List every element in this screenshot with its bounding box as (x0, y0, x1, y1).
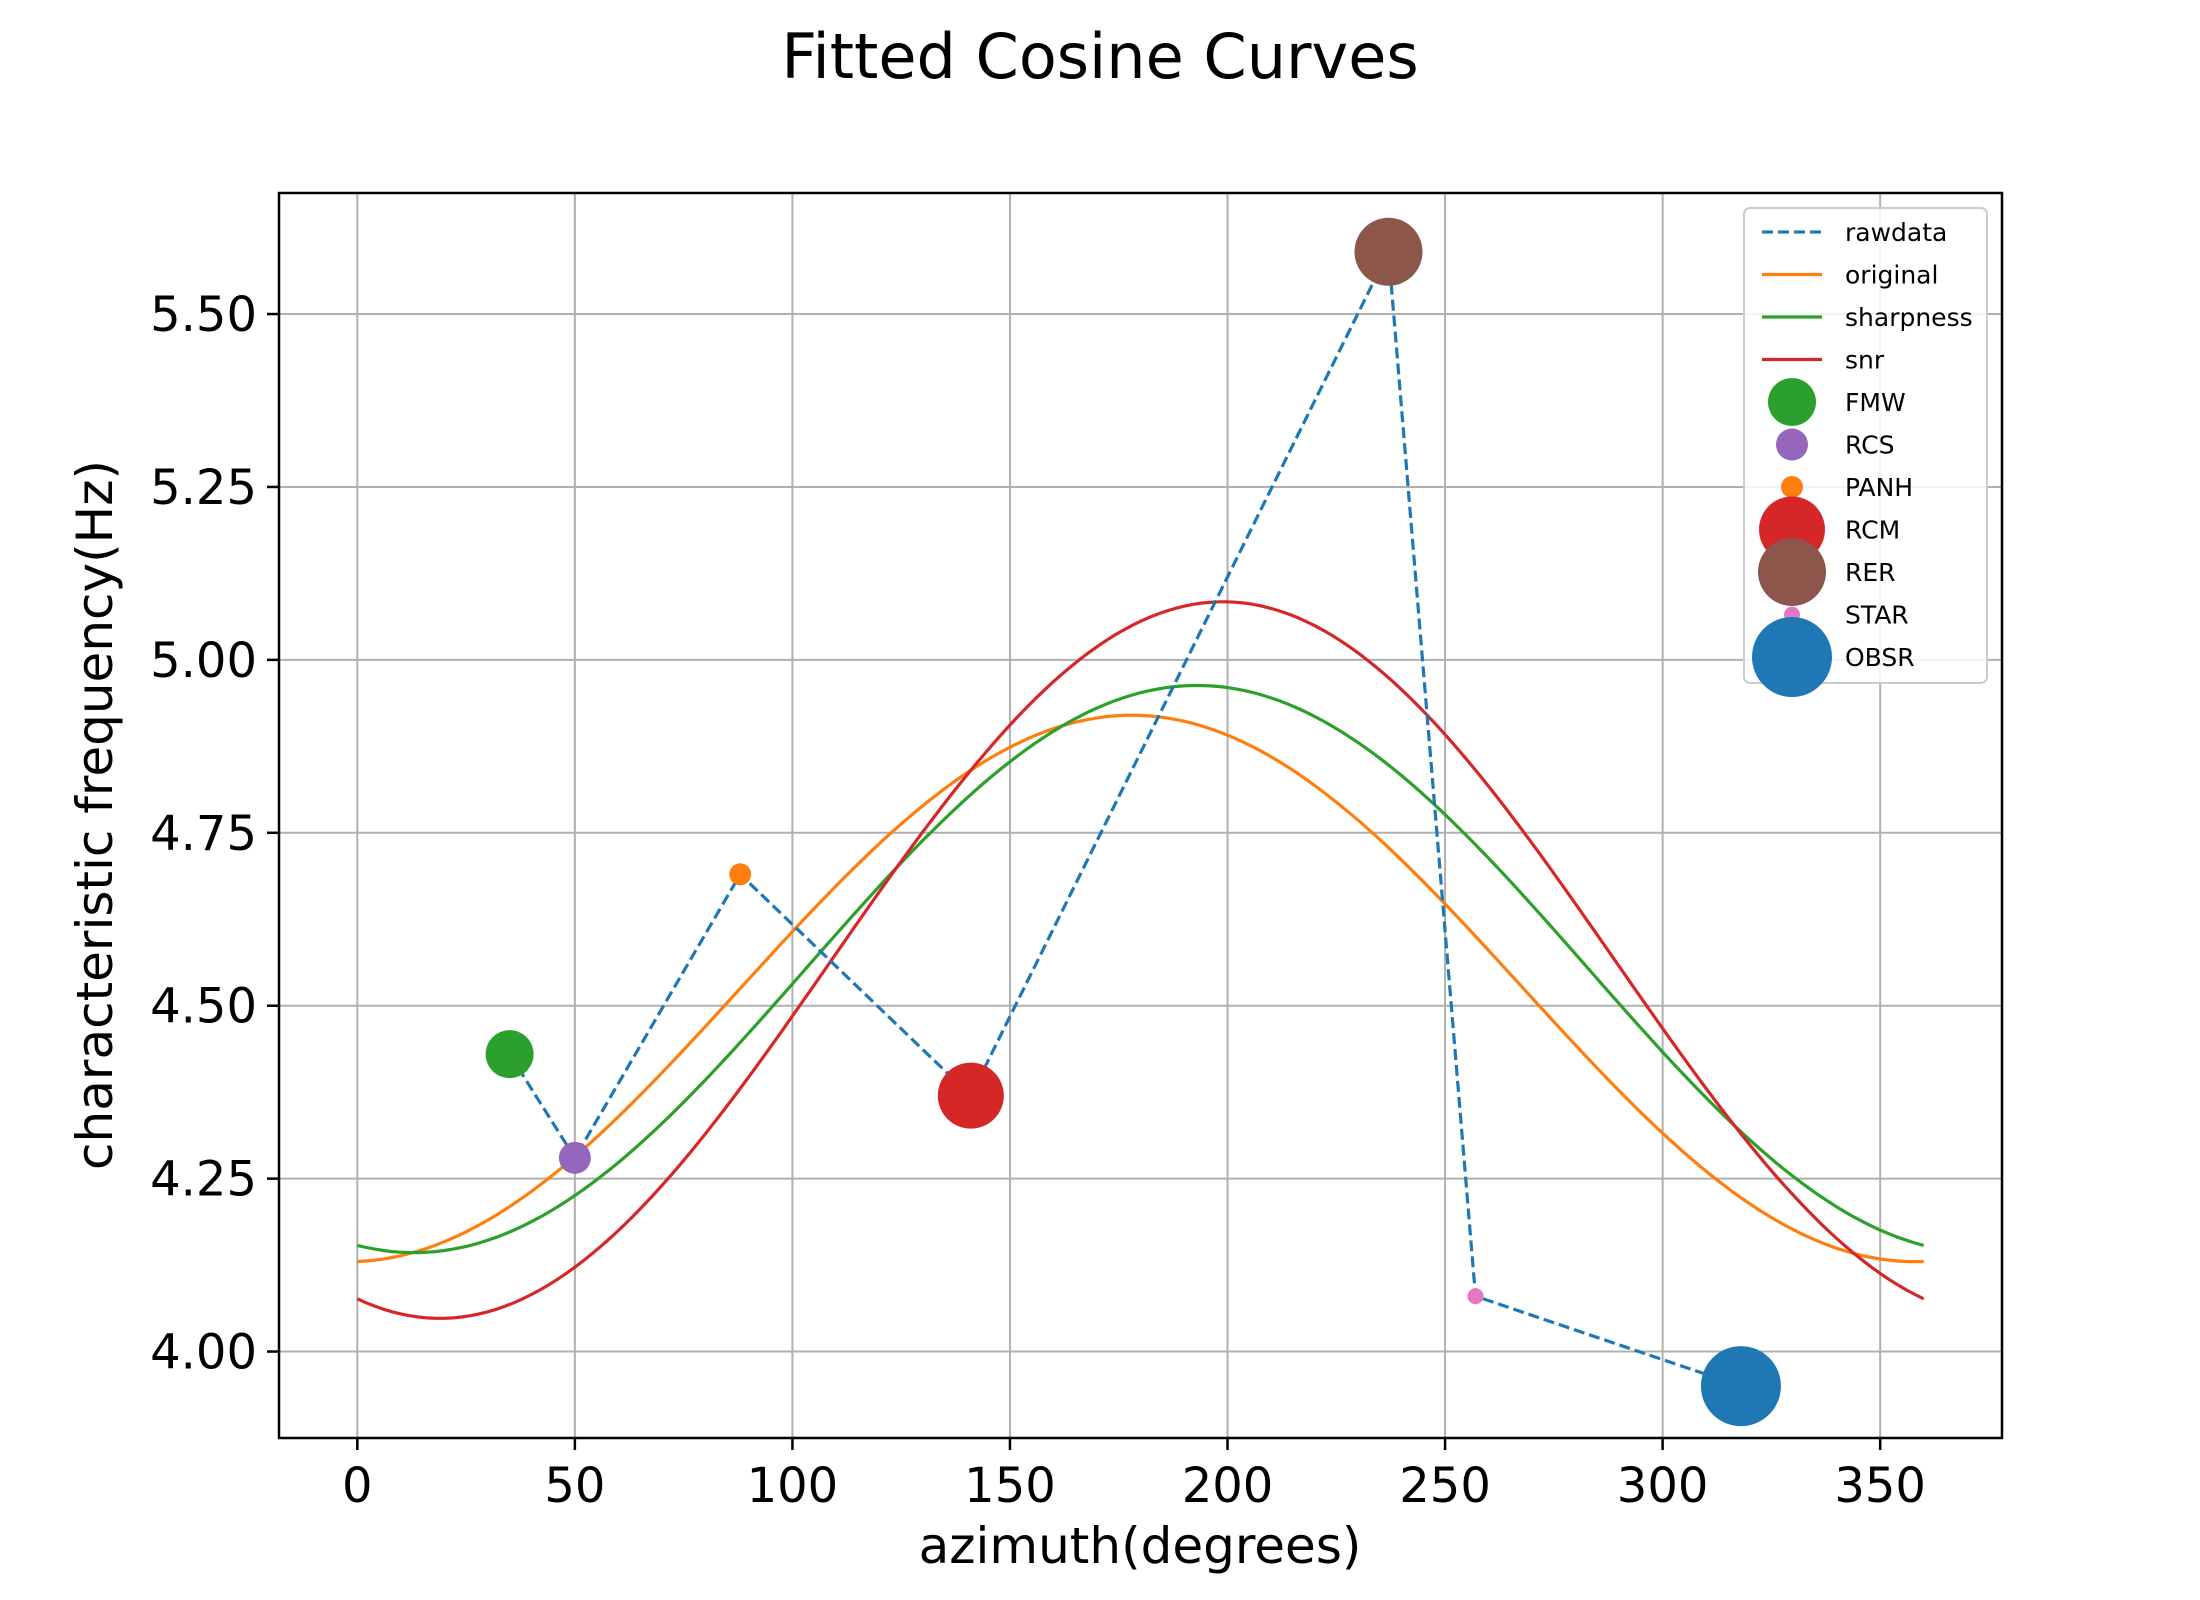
y-tick-label: 4.00 (150, 1325, 257, 1381)
y-tick-label: 5.25 (150, 460, 257, 516)
legend-label-star: STAR (1845, 601, 1909, 630)
x-tick-label: 150 (964, 1458, 1056, 1514)
curve-sharpness (356, 683, 1925, 1255)
y-tick-label: 4.25 (150, 1152, 257, 1208)
y-axis-label: characteristic frequency(Hz) (66, 460, 124, 1170)
legend-items: rawdata original sharpness snr FMW RCS PANH RCM… (1752, 218, 1973, 697)
legend-label-rer: RER (1845, 558, 1896, 587)
curve-original (357, 713, 1924, 1264)
station-marker-rcm (937, 1062, 1004, 1129)
station-marker-layer (485, 217, 1781, 1427)
station-marker-obsr (1700, 1346, 1781, 1427)
legend-label-original: original (1845, 261, 1938, 290)
x-tick-label: 200 (1182, 1458, 1274, 1514)
y-tick-label: 5.50 (150, 287, 257, 343)
legend-swatch-fmw (1768, 378, 1816, 426)
legend-label-rcs: RCS (1845, 431, 1894, 460)
station-marker-rcs (558, 1141, 591, 1174)
legend-swatch-rer (1758, 538, 1826, 606)
curve-snr (356, 600, 1925, 1320)
legend-label-rcm: RCM (1845, 516, 1900, 545)
rawdata-line (508, 245, 1742, 1388)
legend-label-rawdata: rawdata (1845, 218, 1947, 247)
plot-area-frame (277, 191, 2004, 1440)
x-tick-label: 300 (1617, 1458, 1709, 1514)
x-tick-label: 0 (342, 1458, 373, 1514)
y-tick-label: 4.75 (150, 806, 257, 862)
station-marker-fmw (485, 1030, 534, 1079)
station-marker-star (1467, 1288, 1484, 1305)
y-tick-label: 4.50 (150, 979, 257, 1035)
x-tick-label: 350 (1834, 1458, 1926, 1514)
x-axis-label: azimuth(degrees) (919, 1517, 1362, 1575)
legend-label-panh: PANH (1845, 473, 1913, 502)
legend-label-obsr: OBSR (1845, 643, 1915, 672)
y-tick-layer: 4.00 4.25 4.50 4.75 5.00 5.25 5.50 (150, 287, 279, 1381)
legend-label-sharpness: sharpness (1845, 303, 1973, 332)
curve-layer (356, 600, 1925, 1320)
x-tick-label: 250 (1399, 1458, 1491, 1514)
legend-swatch-panh (1781, 476, 1803, 498)
y-tick-label: 5.00 (150, 633, 257, 689)
legend-label-fmw: FMW (1845, 388, 1906, 417)
legend-swatch-rcs (1776, 428, 1808, 461)
legend-swatch-obsr (1752, 617, 1832, 697)
rawdata-layer (508, 245, 1742, 1388)
chart-title: Fitted Cosine Curves (781, 20, 1418, 93)
x-tick-label: 50 (544, 1458, 605, 1514)
station-marker-rer (1354, 217, 1423, 286)
legend: rawdata original sharpness snr FMW RCS PANH RCM… (1743, 207, 1988, 697)
station-marker-panh (729, 863, 752, 886)
legend-label-snr: snr (1845, 346, 1885, 375)
x-tick-layer: 0 50 100 150 200 250 300 350 (342, 1438, 1926, 1514)
x-tick-label: 100 (747, 1458, 839, 1514)
